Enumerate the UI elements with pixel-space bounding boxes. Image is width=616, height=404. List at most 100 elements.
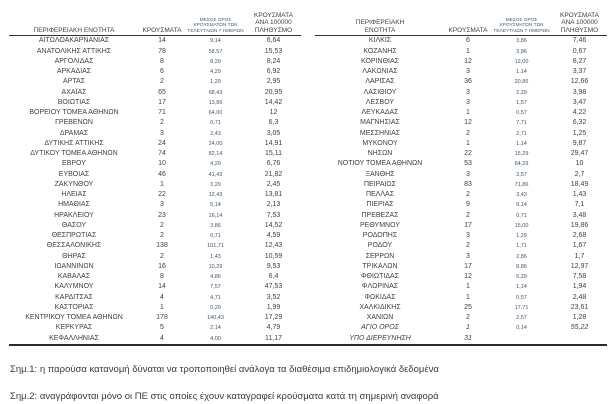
column-gap xyxy=(301,47,315,57)
avg7-cell: 1,57 xyxy=(516,99,527,106)
per100k-cell: 21,82 xyxy=(264,170,283,178)
per100k-cell: 11,17 xyxy=(265,334,282,342)
avg7-cell: 3,86 xyxy=(516,48,527,55)
avg7-cell: 10,29 xyxy=(208,263,223,270)
column-gap xyxy=(301,282,315,292)
avg7-cell: 41,43 xyxy=(208,171,223,178)
col-header-region-left: ΠΕΡΙΦΕΡΕΙΑΚΗ ΕΝΟΤΗΤΑ xyxy=(9,12,139,37)
cases-cell: 12 xyxy=(464,57,472,65)
per100k-cell: 13,81 xyxy=(264,191,283,199)
per100k-cell: 12 xyxy=(269,109,278,117)
table-row: ΚΑΣΤΟΡΙΑΣ 1 0,29 1,99 ΧΑΛΚΙΔΙΚΗΣ 25 17,71 23,61 xyxy=(9,303,607,313)
avg7-cell: 5,29 xyxy=(516,274,527,281)
per100k-cell: 6,3 xyxy=(268,119,279,127)
cases-cell: 2 xyxy=(466,129,470,137)
region-cell: ΠΡΕΒΕΖΑΣ xyxy=(361,211,399,219)
column-gap xyxy=(301,98,315,108)
cases-cell: 138 xyxy=(156,242,168,250)
region-cell: ΥΠΟ ΔΙΕΡΕΥΝΗΣΗ xyxy=(349,334,411,342)
table-row: ΓΡΕΒΕΝΩΝ 2 0,71 6,3 ΜΑΓΝΗΣΙΑΣ 12 7,71 6,32 xyxy=(9,118,607,128)
per100k-cell: 15,11 xyxy=(265,150,282,158)
avg7-cell: 0,71 xyxy=(516,212,527,219)
avg7-cell: 9,14 xyxy=(516,202,527,209)
cases-cell: 22 xyxy=(464,150,472,158)
avg7-cell: 2,71 xyxy=(516,130,527,137)
cases-cell: 83 xyxy=(464,180,472,188)
col-header-region-right-label: ΠΕΡΙΦΕΡΕΙΑΚΗ ΕΝΟΤΗΤΑ xyxy=(355,19,405,34)
cases-cell: 2 xyxy=(160,221,164,229)
cases-cell: 2 xyxy=(160,252,164,260)
per100k-cell: 29,47 xyxy=(570,150,589,158)
avg7-cell: 2,29 xyxy=(516,89,527,96)
cases-cell: 74 xyxy=(158,150,166,158)
region-cell: ΗΛΕΙΑΣ xyxy=(61,191,87,199)
cases-cell: 3 xyxy=(466,88,470,96)
avg7-cell: 4,29 xyxy=(210,161,221,168)
column-gap xyxy=(301,57,315,67)
per100k-cell: 6,4 xyxy=(268,273,279,281)
region-cell: ΞΑΝΘΗΣ xyxy=(365,170,395,178)
region-cell: ΓΡΕΒΕΝΩΝ xyxy=(55,119,93,127)
column-gap xyxy=(301,334,315,344)
avg7-cell: 17,71 xyxy=(514,304,529,311)
avg7-cell xyxy=(491,334,552,344)
region-cell: ΦΘΙΩΤΙΔΑΣ xyxy=(360,273,400,281)
avg7-cell: 4,29 xyxy=(210,69,221,76)
region-cell: ΧΑΝΙΩΝ xyxy=(366,314,394,322)
table-row: ΗΛΕΙΑΣ 22 12,43 13,81 ΠΕΛΛΑΣ 2 3,43 1,43 xyxy=(9,190,607,200)
regional-cases-table: ΠΕΡΙΦΕΡΕΙΑΚΗ ΕΝΟΤΗΤΑ ΚΡΟΥΣΜΑΤΑ ΜΕΣΟΣ ΟΡΟ… xyxy=(9,12,607,344)
avg7-cell: 1,71 xyxy=(516,243,527,250)
per100k-cell: 4,79 xyxy=(266,324,281,332)
region-cell: ΑΝΑΤΟΛΙΚΗΣ ΑΤΤΙΚΗΣ xyxy=(36,47,112,55)
avg7-cell: 1,29 xyxy=(210,79,221,86)
per100k-cell: 14,52 xyxy=(264,221,283,229)
column-gap xyxy=(301,272,315,282)
region-cell: ΛΕΣΒΟΥ xyxy=(365,98,395,106)
per100k-cell: 1,7 xyxy=(574,252,585,260)
table-row: ΒΟΙΩΤΙΑΣ 17 13,86 14,42 ΛΕΣΒΟΥ 3 1,57 3,47 xyxy=(9,98,607,108)
table-row: ΙΩΑΝΝΙΝΩΝ 16 10,29 9,53 ΤΡΙΚΑΛΩΝ 17 8,86 12,97 xyxy=(9,262,607,272)
per100k-cell: 2,7 xyxy=(574,170,585,178)
table-row: ΘΕΣΠΡΩΤΙΑΣ 2 0,71 4,59 ΡΟΔΟΠΗΣ 3 1,29 2,68 xyxy=(9,231,607,241)
per100k-cell: 17,29 xyxy=(264,314,283,322)
per100k-cell: 20,95 xyxy=(264,88,283,96)
avg7-cell: 0,71 xyxy=(210,233,221,240)
cases-cell: 1 xyxy=(466,293,470,301)
cases-cell: 3 xyxy=(466,252,470,260)
cases-cell: 178 xyxy=(156,314,168,322)
avg7-cell: 0,29 xyxy=(210,304,221,311)
cases-cell: 17 xyxy=(464,262,472,270)
region-cell: ΠΕΛΛΑΣ xyxy=(365,191,395,199)
cases-cell: 1 xyxy=(160,303,164,311)
cases-cell: 6 xyxy=(466,37,470,45)
avg7-cell: 1,43 xyxy=(210,253,221,260)
table-row: ΚΑΛΥΜΝΟΥ 14 7,57 47,53 ΦΛΩΡΙΝΑΣ 1 1,14 1,94 xyxy=(9,282,607,292)
cases-cell: 17 xyxy=(158,98,166,106)
avg7-cell: 9,14 xyxy=(210,38,221,45)
per100k-cell: 4,59 xyxy=(266,232,281,240)
region-cell: ΑΓΙΟ ΟΡΟΣ xyxy=(361,324,399,332)
cases-cell: 1 xyxy=(466,324,470,332)
table-row: ΕΥΒΟΙΑΣ 46 41,43 21,82 ΞΑΝΘΗΣ 3 3,57 2,7 xyxy=(9,170,607,180)
avg7-cell: 0,71 xyxy=(210,120,221,127)
per100k-cell: 12,97 xyxy=(570,262,589,270)
table-row: ΔΥΤΙΚΗΣ ΑΤΤΙΚΗΣ 24 24,00 14,91 ΜΥΚΟΝΟΥ 1 1,14 9… xyxy=(9,139,607,149)
col-header-avg7-right: ΜΕΣΟΣ ΟΡΟΣ ΚΡΟΥΣΜΑΤΩΝ ΤΩΝ ΤΕΛΕΥΤΑΙΩΝ 7 Η… xyxy=(491,12,552,37)
region-cell: ΜΕΣΣΗΝΙΑΣ xyxy=(359,129,401,137)
region-cell: ΗΡΑΚΛΕΙΟΥ xyxy=(54,211,94,219)
avg7-cell: 12,43 xyxy=(208,192,223,199)
region-cell: ΝΗΣΩΝ xyxy=(367,150,393,158)
per100k-cell: 10 xyxy=(575,160,584,168)
cases-cell: 8 xyxy=(160,273,164,281)
avg7-cell: 2,57 xyxy=(516,315,527,322)
avg7-cell: 4,00 xyxy=(210,335,221,342)
per100k-cell xyxy=(552,334,607,344)
per100k-cell: 4,22 xyxy=(572,109,587,117)
avg7-cell: 140,43 xyxy=(207,315,224,322)
cases-cell: 1 xyxy=(466,47,470,55)
per100k-cell: 23,61 xyxy=(570,303,589,311)
per100k-cell: 2,68 xyxy=(572,232,587,240)
per100k-cell: 6,32 xyxy=(572,119,587,127)
region-cell: ΖΑΚΥΝΘΟΥ xyxy=(54,180,94,188)
column-gap xyxy=(301,262,315,272)
